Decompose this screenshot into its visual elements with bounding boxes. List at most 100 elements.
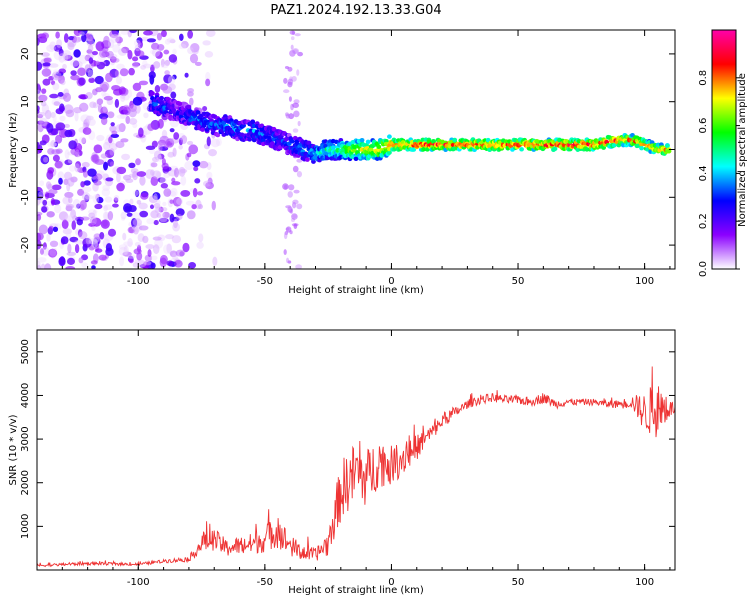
spectrogram-cell [132, 82, 142, 92]
spectrogram-cell [92, 102, 99, 109]
spectrogram-cell [50, 198, 56, 206]
spectrogram-cell [71, 220, 77, 231]
spectrogram-cell [176, 214, 183, 221]
spectrogram-cell [107, 39, 115, 49]
spectrogram-cell [37, 37, 40, 46]
spectrogram-cell [102, 184, 110, 192]
spectrogram-cell [129, 198, 134, 205]
spectrogram-cell [53, 141, 59, 148]
spectrogram-cell [304, 157, 310, 162]
spectrogram-cell [163, 188, 172, 197]
spectrogram-cell [44, 263, 52, 269]
spectrogram-cell [83, 180, 91, 186]
snr-y-tick-label: 4000 [20, 383, 31, 408]
spectrogram-cell [103, 95, 114, 101]
spectrogram-cell [78, 257, 84, 264]
spectrogram-cell [81, 262, 88, 268]
spectrogram-cell [120, 211, 127, 220]
spectrogram-cell [118, 244, 128, 250]
spectrogram-cell [116, 114, 127, 119]
spectrogram-cell [146, 38, 157, 43]
colorbar-tick-label: 0.0 [698, 261, 709, 277]
spectrogram-cell [37, 200, 40, 207]
spectrogram-cell [39, 180, 45, 187]
spectrogram-cell [127, 226, 134, 234]
spectrogram-cell [208, 148, 217, 157]
spectrogram-cell [90, 260, 98, 265]
spectrogram-cell [94, 248, 103, 253]
spectrogram-cell [159, 135, 169, 144]
spectrogram-cell [52, 82, 60, 91]
spectrogram-cell [189, 53, 199, 64]
spectrogram-cell [103, 205, 108, 212]
spectrogram-cell [290, 36, 295, 41]
spectrogram-cell [160, 58, 165, 68]
spectrogram-cell [172, 222, 181, 232]
spectrogram-cell [132, 62, 141, 67]
spectrogram-cell [552, 146, 558, 152]
spectrogram-cell [192, 187, 198, 198]
spectrogram-cell [431, 138, 436, 144]
spectrogram-cell [187, 47, 195, 55]
spectrogram-cell [115, 76, 122, 85]
spectrogram-cell [109, 148, 115, 156]
spectrogram-cell [94, 159, 105, 165]
spectrogram-cell [365, 139, 371, 144]
spectrogram-cell [87, 168, 97, 177]
spectrogram-cell [107, 111, 115, 119]
snr-x-tick-label: 100 [635, 577, 654, 588]
spectrogram-cell [154, 207, 160, 213]
spectrogram-cell [149, 49, 155, 55]
spectrogram-cell [143, 30, 154, 36]
spectrogram-cell [122, 251, 132, 257]
spectrogram-cell [155, 205, 162, 215]
spectrogram-y-tick-label: -20 [20, 237, 31, 253]
spectrogram-cell [70, 70, 77, 76]
spectrogram-cell [387, 134, 392, 139]
spectrogram-cell [166, 37, 175, 44]
spectrogram-cell [80, 181, 86, 188]
spectrogram-cell [37, 264, 42, 269]
spectrogram-cell [285, 113, 291, 119]
spectrogram-cell [150, 169, 155, 176]
spectrogram-cell [152, 156, 160, 163]
spectrogram-cell [193, 166, 199, 172]
snr-x-tick-label: -50 [257, 577, 273, 588]
spectrogram-cell [74, 239, 84, 245]
spectrogram-cell [292, 199, 299, 205]
spectrogram-cell [58, 177, 63, 185]
spectrogram-cell [76, 203, 81, 209]
colorbar: 0.0 0.2 0.4 0.6 0.8 Normalized spectral ampl… [698, 29, 748, 277]
spectrogram-cell [60, 79, 66, 86]
spectrogram-cell [154, 85, 161, 93]
spectrogram-cell [186, 104, 192, 109]
spectrogram-cell [120, 30, 130, 35]
spectrogram-cell [177, 101, 183, 107]
spectrogram-cell [106, 50, 114, 59]
spectrogram-cell [105, 177, 114, 182]
spectrogram-cell [67, 42, 75, 51]
spectrogram-cell [111, 130, 118, 135]
spectrogram-cell [54, 204, 62, 214]
spectrogram-cell [330, 145, 336, 150]
spectrogram-cell [84, 64, 91, 73]
spectrogram-cell [138, 202, 148, 210]
spectrogram-cell [179, 168, 188, 174]
spectrogram-cell [293, 110, 300, 118]
spectrogram-cell [42, 246, 50, 256]
spectrogram-cell [157, 177, 166, 183]
spectrogram-cell [43, 57, 52, 63]
spectrogram-cell [66, 215, 73, 223]
spectrogram-cell [47, 141, 57, 148]
spectrogram-cell [291, 30, 295, 35]
spectrogram-cell [41, 88, 47, 94]
spectrogram-cell [86, 49, 93, 54]
spectrogram-cell [93, 233, 101, 239]
spectrogram-cell [206, 171, 213, 180]
spectrogram-cell [184, 72, 189, 78]
spectrogram-cell [57, 74, 65, 84]
spectrogram-cell [140, 65, 147, 70]
spectrogram-cell [140, 192, 149, 200]
spectrogram-cell [115, 141, 125, 149]
spectrogram-cell [134, 241, 142, 247]
